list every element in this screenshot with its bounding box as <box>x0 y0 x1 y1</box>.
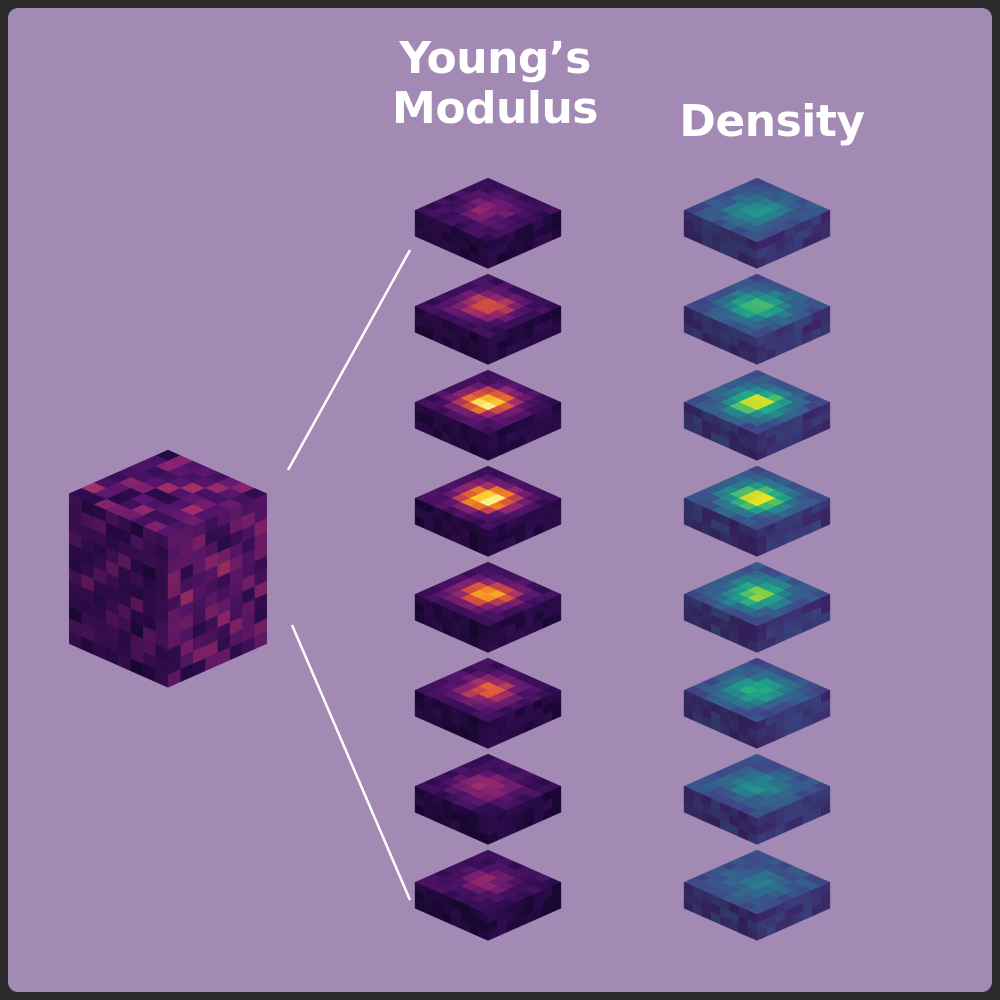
density-slice-7 <box>683 753 831 845</box>
modulus-slice-3 <box>414 369 562 461</box>
density-slice-1 <box>683 177 831 269</box>
modulus-side-voxel <box>487 351 498 365</box>
modulus-slice-7 <box>414 753 562 845</box>
modulus-slice-column <box>414 177 562 941</box>
modulus-heading: Young’s Modulus <box>392 33 598 134</box>
modulus-slice-2 <box>414 273 562 365</box>
slice-connectors <box>286 249 412 901</box>
modulus-slice-1 <box>414 177 562 269</box>
density-heading: Density <box>679 96 865 147</box>
density-slice-2 <box>683 273 831 365</box>
density-slice-column <box>683 177 831 941</box>
density-side-voxel <box>756 927 767 941</box>
density-side-voxel <box>756 543 767 557</box>
density-side-voxel <box>756 255 767 269</box>
modulus-side-voxel <box>487 543 498 557</box>
modulus-side-voxel <box>487 927 498 941</box>
density-slice-6 <box>683 657 831 749</box>
modulus-side-voxel <box>487 639 498 653</box>
density-slice-5 <box>683 561 831 653</box>
modulus-slice-5 <box>414 561 562 653</box>
modulus-slice-4 <box>414 465 562 557</box>
modulus-slice-8 <box>414 849 562 941</box>
density-side-voxel <box>756 639 767 653</box>
modulus-side-voxel <box>487 735 498 749</box>
volume-side-voxel <box>167 669 181 688</box>
modulus-slice-6 <box>414 657 562 749</box>
voxel-volume-cube <box>68 449 268 688</box>
density-slice-8 <box>683 849 831 941</box>
connector-line-top <box>286 249 412 471</box>
modulus-side-voxel <box>487 255 498 269</box>
density-side-voxel <box>756 831 767 845</box>
density-side-voxel <box>756 351 767 365</box>
density-side-voxel <box>756 447 767 461</box>
connector-line-bottom <box>290 624 412 901</box>
modulus-side-voxel <box>487 831 498 845</box>
density-side-voxel <box>756 735 767 749</box>
modulus-side-voxel <box>487 447 498 461</box>
density-slice-3 <box>683 369 831 461</box>
density-slice-4 <box>683 465 831 557</box>
